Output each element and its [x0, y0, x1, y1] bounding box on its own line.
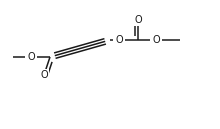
Text: O: O	[40, 70, 48, 80]
Text: O: O	[115, 35, 123, 45]
Text: O: O	[27, 52, 35, 62]
Text: O: O	[134, 15, 142, 25]
Text: O: O	[152, 35, 160, 45]
